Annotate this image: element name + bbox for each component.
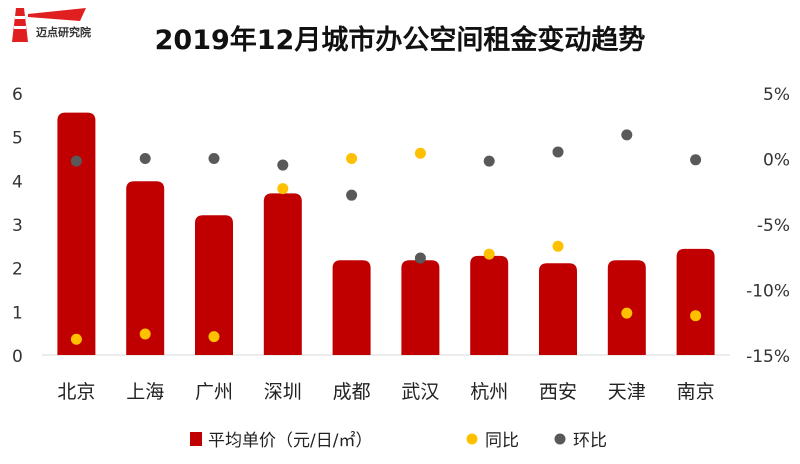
y-tick-label: 1 <box>12 303 23 323</box>
bar-成都 <box>332 260 371 355</box>
legend-label: 同比 <box>485 431 519 451</box>
y2-tick-label: 0% <box>763 151 790 171</box>
yoy-point <box>414 147 426 159</box>
x-tick-label: 西安 <box>539 381 577 403</box>
mom-point <box>690 154 702 166</box>
mom-point <box>208 153 220 164</box>
bar-广州 <box>195 215 233 355</box>
y-tick-label: 6 <box>12 85 23 105</box>
mom-point <box>70 155 82 167</box>
y2-tick-label: 5% <box>763 85 790 105</box>
legend-swatch-bar <box>190 432 202 446</box>
mom-point <box>552 146 564 158</box>
x-tick-label: 广州 <box>195 381 233 403</box>
y-tick-label: 3 <box>12 216 23 236</box>
y2-tick-label: -10% <box>746 282 790 302</box>
bar-深圳 <box>263 193 302 355</box>
x-tick-label: 南京 <box>677 381 715 403</box>
x-tick-label: 北京 <box>57 381 95 403</box>
legend-label: 环比 <box>573 431 607 451</box>
y-tick-label: 2 <box>12 260 23 280</box>
y-tick-label: 5 <box>12 129 23 149</box>
bar-上海 <box>126 181 165 355</box>
x-tick-label: 杭州 <box>470 381 508 403</box>
y2-tick-label: -5% <box>757 216 790 236</box>
logo-text: 迈点研究院 <box>36 26 91 39</box>
y-tick-label: 4 <box>12 172 23 192</box>
logo-icon <box>12 8 28 42</box>
x-tick-label: 武汉 <box>401 381 439 403</box>
x-tick-label: 上海 <box>126 381 164 403</box>
mom-point <box>483 155 495 167</box>
mom-point <box>277 159 289 171</box>
yoy-point <box>690 310 702 322</box>
mom-point <box>414 252 426 264</box>
yoy-point <box>139 328 151 340</box>
yoy-point <box>552 240 564 252</box>
bar-南京 <box>676 248 715 355</box>
x-tick-label: 天津 <box>608 381 646 403</box>
y-tick-label: 0 <box>12 347 23 367</box>
yoy-point <box>346 153 358 164</box>
mom-point <box>346 189 358 201</box>
bar-北京 <box>57 112 96 356</box>
logo-banner-icon <box>28 8 86 21</box>
legend-label: 平均单价（元/日/㎡） <box>208 431 372 451</box>
yoy-point <box>621 307 633 319</box>
bar-武汉 <box>401 260 440 355</box>
y2-tick-label: -15% <box>746 347 790 367</box>
mom-point <box>621 129 633 141</box>
yoy-point <box>70 333 82 345</box>
yoy-point <box>208 331 220 343</box>
bar-杭州 <box>470 255 509 355</box>
mom-point <box>139 153 151 164</box>
yoy-point <box>277 183 289 195</box>
legend-swatch-mom <box>554 433 566 445</box>
yoy-point <box>483 248 495 260</box>
x-tick-label: 深圳 <box>264 381 302 403</box>
legend-swatch-yoy <box>466 433 478 445</box>
x-tick-label: 成都 <box>333 381 371 403</box>
bar-西安 <box>539 263 577 355</box>
chart-title: 2019年12月城市办公空间租金变动趋势 <box>154 25 646 56</box>
